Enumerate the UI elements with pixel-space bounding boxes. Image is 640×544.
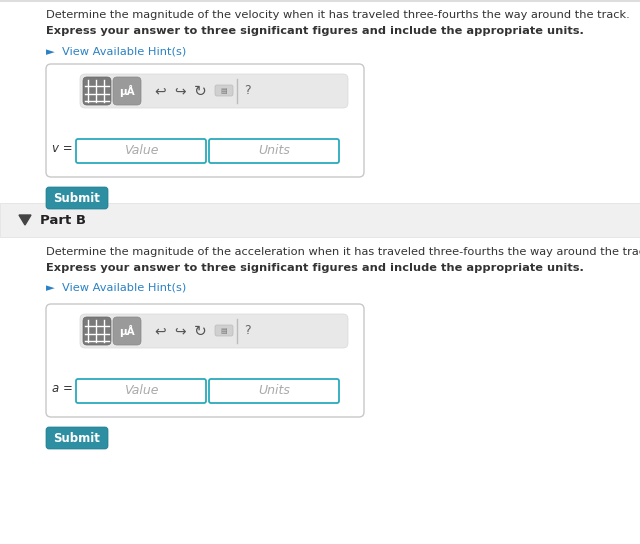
Text: ↻: ↻ [194, 83, 206, 98]
Text: Submit: Submit [54, 191, 100, 205]
FancyBboxPatch shape [113, 317, 141, 345]
Text: Determine the magnitude of the velocity when it has traveled three-fourths the w: Determine the magnitude of the velocity … [46, 10, 630, 20]
Text: ↩: ↩ [154, 84, 166, 98]
FancyBboxPatch shape [83, 77, 111, 105]
FancyBboxPatch shape [46, 64, 364, 177]
Text: Submit: Submit [54, 431, 100, 444]
FancyBboxPatch shape [215, 85, 233, 96]
Text: Value: Value [124, 145, 158, 158]
FancyBboxPatch shape [209, 379, 339, 403]
Text: ↪: ↪ [174, 324, 186, 338]
Text: Express your answer to three significant figures and include the appropriate uni: Express your answer to three significant… [46, 263, 584, 273]
FancyBboxPatch shape [46, 304, 364, 417]
FancyBboxPatch shape [46, 427, 108, 449]
Text: Determine the magnitude of the acceleration when it has traveled three-fourths t: Determine the magnitude of the accelerat… [46, 247, 640, 257]
FancyBboxPatch shape [76, 379, 206, 403]
Text: ▤: ▤ [221, 328, 227, 334]
FancyBboxPatch shape [209, 139, 339, 163]
Text: μÅ: μÅ [119, 85, 135, 97]
FancyBboxPatch shape [76, 139, 206, 163]
Text: μÅ: μÅ [119, 325, 135, 337]
Text: Units: Units [258, 385, 290, 398]
FancyBboxPatch shape [83, 317, 111, 345]
FancyBboxPatch shape [215, 325, 233, 336]
FancyBboxPatch shape [113, 77, 141, 105]
Bar [0, 0, 640, 2]
Text: Value: Value [124, 385, 158, 398]
Text: ?: ? [244, 325, 250, 337]
Bar [0, 203, 640, 237]
Text: ↪: ↪ [174, 84, 186, 98]
Text: ►  View Available Hint(s): ► View Available Hint(s) [46, 283, 186, 293]
FancyBboxPatch shape [80, 314, 348, 348]
Text: ?: ? [244, 84, 250, 97]
Text: v =: v = [52, 143, 72, 156]
FancyBboxPatch shape [80, 74, 348, 108]
Text: ↻: ↻ [194, 324, 206, 338]
Polygon shape [19, 215, 31, 225]
Text: Express your answer to three significant figures and include the appropriate uni: Express your answer to three significant… [46, 26, 584, 36]
Text: Units: Units [258, 145, 290, 158]
Text: Part B: Part B [40, 213, 86, 226]
Text: ►  View Available Hint(s): ► View Available Hint(s) [46, 46, 186, 56]
Text: a =: a = [52, 382, 73, 395]
FancyBboxPatch shape [46, 187, 108, 209]
Text: ↩: ↩ [154, 324, 166, 338]
Text: ▤: ▤ [221, 88, 227, 94]
